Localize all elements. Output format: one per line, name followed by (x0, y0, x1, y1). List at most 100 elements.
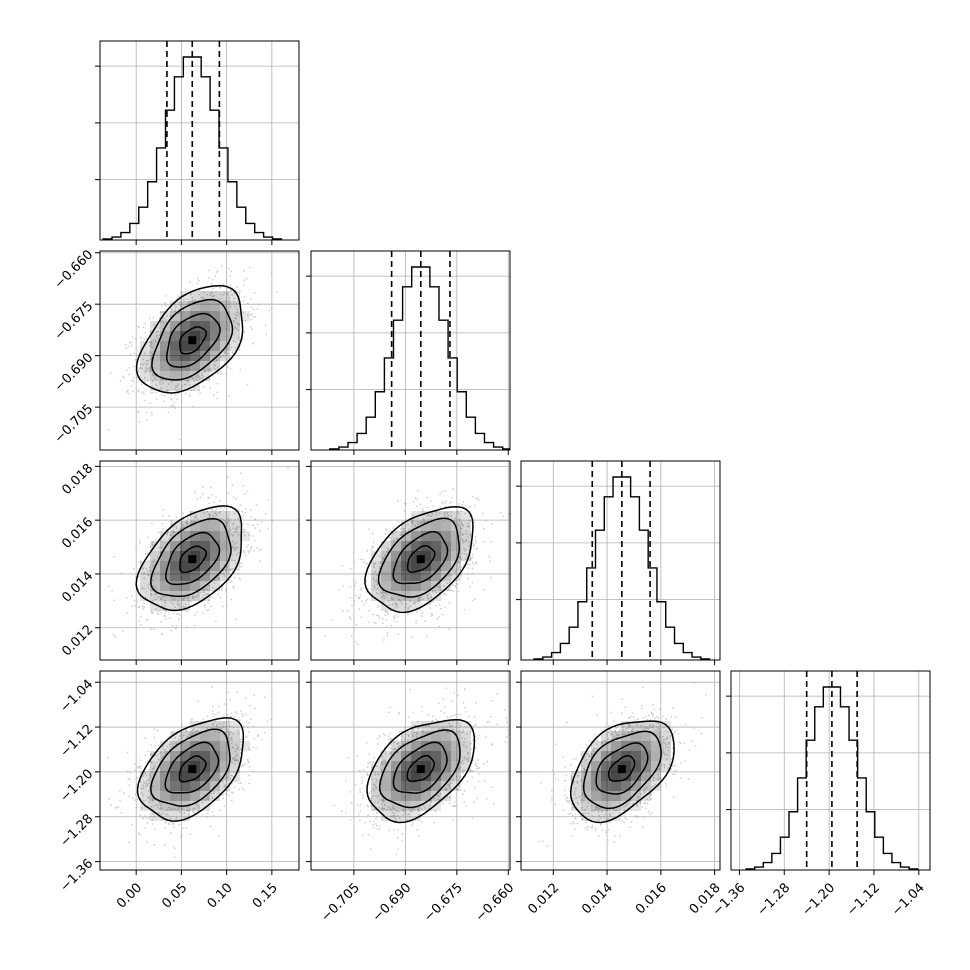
density-cell (160, 541, 170, 551)
axis-frame (730, 670, 931, 871)
density-cell (371, 551, 381, 561)
density-cell (200, 561, 210, 571)
contour-line (364, 505, 474, 614)
density-cell (411, 561, 421, 571)
density-cell (230, 511, 240, 521)
axis-frame (310, 460, 511, 661)
density-cell (210, 721, 220, 731)
density-cell (190, 771, 200, 781)
density-cell (371, 761, 381, 771)
density-cell (401, 801, 411, 811)
density-cell (140, 771, 150, 781)
density-cell (190, 721, 200, 731)
density-cell (220, 291, 230, 301)
x-tick-label: 0.15 (250, 880, 281, 911)
density-cell (401, 751, 411, 761)
density-cell (180, 581, 190, 591)
density-cell (190, 581, 200, 591)
contour-line (569, 720, 675, 824)
y-tick-label: 0.016 (59, 515, 96, 552)
density-cell (421, 581, 431, 591)
density-cell (210, 361, 220, 371)
density-cell (411, 541, 421, 551)
density-cell (431, 771, 441, 781)
density-cell (431, 591, 441, 601)
density-cell (200, 781, 210, 791)
density-cell (601, 731, 611, 741)
density-cell (451, 721, 461, 731)
density-cell (200, 801, 210, 811)
density-cell (190, 341, 200, 351)
x-tick-label: 0.012 (525, 880, 562, 917)
density-cell (461, 741, 471, 751)
density-cell (591, 761, 601, 771)
density-cell (571, 781, 581, 791)
density-cell (441, 781, 451, 791)
density-cell (160, 581, 170, 591)
density-cell (210, 291, 220, 301)
panel-content (311, 251, 510, 450)
density-cell (411, 551, 421, 561)
x-tick-label: 0.10 (205, 880, 236, 911)
histogram-panel-0 (95, 40, 300, 245)
density-cell (591, 791, 601, 801)
density-cell (180, 731, 190, 741)
density-cell (391, 761, 401, 771)
density-cell (170, 341, 180, 351)
density-cell (451, 751, 461, 761)
density-cell (180, 791, 190, 801)
density-cell (411, 781, 421, 791)
x-tick-label: 0.016 (633, 880, 670, 917)
density-cell (210, 791, 220, 801)
density-cell (160, 571, 170, 581)
density-cell (401, 531, 411, 541)
density-cell (200, 591, 210, 601)
density-cell (451, 761, 461, 771)
density-cell (451, 571, 461, 581)
density-cell (411, 531, 421, 541)
density-cell (210, 351, 220, 361)
density-cell (411, 761, 421, 771)
density-cell (461, 731, 471, 741)
density-cell (180, 301, 190, 311)
density-cell (190, 591, 200, 601)
density-cell (571, 801, 581, 811)
density-cell (421, 551, 431, 561)
density-cell (200, 291, 210, 301)
density-cell (220, 721, 230, 731)
density-cell (421, 721, 431, 731)
density-cell (220, 731, 230, 741)
y-tick-label: −1.36 (58, 856, 97, 895)
density-cell (230, 541, 240, 551)
density-cell (170, 781, 180, 791)
density-cell (651, 761, 661, 771)
x-tick-label: −0.705 (318, 880, 363, 925)
density-cell (190, 361, 200, 371)
density-cell (601, 771, 611, 781)
density-cell (170, 791, 180, 801)
density-cell (391, 781, 401, 791)
y-tick-label: 0.018 (59, 461, 96, 498)
density-cell (371, 591, 381, 601)
density-cell (421, 561, 431, 571)
density-cell (631, 781, 641, 791)
density-cell (581, 801, 591, 811)
density-cell (220, 551, 230, 561)
density-cell (661, 751, 671, 761)
histogram-panel-2 (516, 460, 721, 665)
density-cell (180, 781, 190, 791)
density-cell (421, 781, 431, 791)
density-cell (631, 741, 641, 751)
density-cell (240, 741, 250, 751)
density-cell (220, 541, 230, 551)
density-cell (210, 761, 220, 771)
density-cell (150, 371, 160, 381)
density-cell (190, 741, 200, 751)
density-cell (421, 521, 431, 531)
density-cell (180, 291, 190, 301)
y-tick-label: −1.20 (58, 767, 97, 806)
density-cell (170, 551, 180, 561)
density-cell (210, 551, 220, 561)
density-cell (451, 541, 461, 551)
density-cell (641, 721, 651, 731)
